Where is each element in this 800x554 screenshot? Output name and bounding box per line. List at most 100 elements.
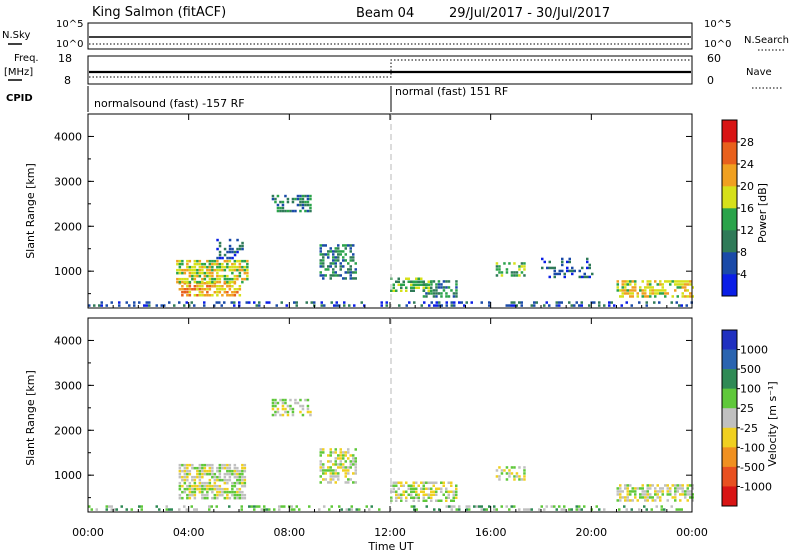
power-cell: [329, 277, 332, 280]
power-cell: [430, 283, 433, 286]
velocity-cell: [498, 466, 501, 469]
x-tick-label: 20:00: [575, 526, 607, 539]
velocity-cell: [284, 398, 287, 402]
power-cell: [213, 280, 217, 284]
power-cell: [343, 301, 346, 304]
velocity-cell: [337, 454, 340, 457]
power-cell: [186, 268, 189, 272]
velocity-cell: [203, 466, 207, 470]
power-cell: [608, 304, 611, 307]
velocity-cell: [415, 496, 418, 499]
power-cell: [442, 286, 446, 289]
velocity-cell: [432, 481, 435, 484]
power-colorbar-swatch: [722, 186, 737, 209]
power-cell: [465, 301, 468, 304]
velocity-cell: [178, 463, 182, 467]
velocity-cell: [646, 490, 649, 493]
power-cell: [191, 268, 194, 272]
power-cell: [523, 262, 526, 265]
power-cell: [510, 274, 514, 277]
power-cell: [145, 301, 148, 304]
power-cell: [211, 259, 214, 263]
velocity-cell: [165, 505, 168, 508]
velocity-cell: [327, 469, 330, 472]
power-cell: [445, 295, 448, 298]
power-y-tick-label: 4000: [54, 130, 82, 143]
velocity-cell: [208, 472, 212, 476]
power-cell: [684, 286, 687, 289]
power-cell: [306, 203, 310, 207]
power-cell: [410, 283, 413, 286]
velocity-cell: [412, 484, 415, 487]
power-cell: [226, 277, 229, 281]
velocity-cell: [238, 475, 242, 479]
velocity-cell: [378, 508, 381, 511]
velocity-cell: [178, 469, 182, 473]
power-cell: [213, 291, 217, 294]
power-cell: [571, 266, 574, 270]
velocity-cell: [649, 496, 652, 499]
power-cell: [238, 262, 242, 266]
velocity-cell: [208, 487, 212, 491]
velocity-cell: [432, 490, 435, 493]
power-cell: [541, 266, 544, 270]
power-cell: [420, 280, 423, 283]
power-cell: [216, 277, 219, 281]
velocity-cell: [201, 490, 204, 494]
power-cell: [236, 265, 239, 269]
power-cell: [363, 304, 366, 307]
velocity-cell: [198, 478, 202, 482]
power-cell: [216, 256, 219, 260]
power-cell: [342, 277, 345, 280]
velocity-cell: [402, 484, 405, 487]
power-cell: [458, 301, 461, 304]
velocity-cell: [236, 469, 239, 473]
power-cell: [178, 262, 182, 266]
power-cell: [455, 289, 458, 292]
power-cell: [634, 286, 637, 289]
power-cell: [301, 197, 305, 201]
nsky-strip-frame: [87, 22, 693, 50]
power-cell: [324, 253, 327, 256]
power-colorbar-swatch: [722, 274, 737, 297]
power-cell: [98, 304, 101, 307]
power-cell: [397, 277, 400, 280]
velocity-cell: [518, 508, 521, 511]
velocity-cell: [334, 472, 337, 475]
velocity-y-tick-label: 1000: [54, 469, 82, 482]
power-cell: [231, 268, 234, 272]
power-cell: [546, 266, 549, 270]
power-cell: [211, 265, 214, 269]
power-cell: [337, 250, 340, 253]
power-cell: [203, 294, 207, 297]
power-cell: [128, 304, 131, 307]
velocity-cell: [339, 466, 342, 469]
velocity-cell: [319, 463, 322, 466]
velocity-cell: [221, 466, 224, 470]
velocity-cell: [483, 508, 486, 511]
power-cell: [223, 277, 227, 281]
velocity-y-tick-label: 3000: [54, 379, 82, 392]
power-cell: [626, 292, 629, 295]
power-cell: [188, 268, 192, 272]
velocity-colorbar-tick-label: 25: [740, 402, 754, 415]
velocity-cell: [438, 508, 441, 511]
power-cell: [309, 197, 312, 201]
velocity-cell: [258, 505, 261, 508]
power-cell: [646, 286, 649, 289]
velocity-cell: [619, 496, 622, 499]
time-x-axis: 00:00 04:00 08:00 12:00 16:00 20:00 00:00: [72, 526, 708, 539]
power-cell: [193, 288, 197, 291]
velocity-colorbar-frame: [721, 329, 738, 507]
power-cell: [233, 268, 237, 272]
velocity-cell: [666, 487, 669, 490]
power-cell: [236, 259, 239, 263]
velocity-cell: [191, 487, 194, 491]
power-cell: [407, 277, 410, 280]
velocity-cell: [641, 484, 644, 487]
power-cell: [563, 272, 566, 276]
velocity-cell: [686, 499, 689, 502]
power-cell: [223, 301, 226, 304]
power-cell: [639, 286, 642, 289]
